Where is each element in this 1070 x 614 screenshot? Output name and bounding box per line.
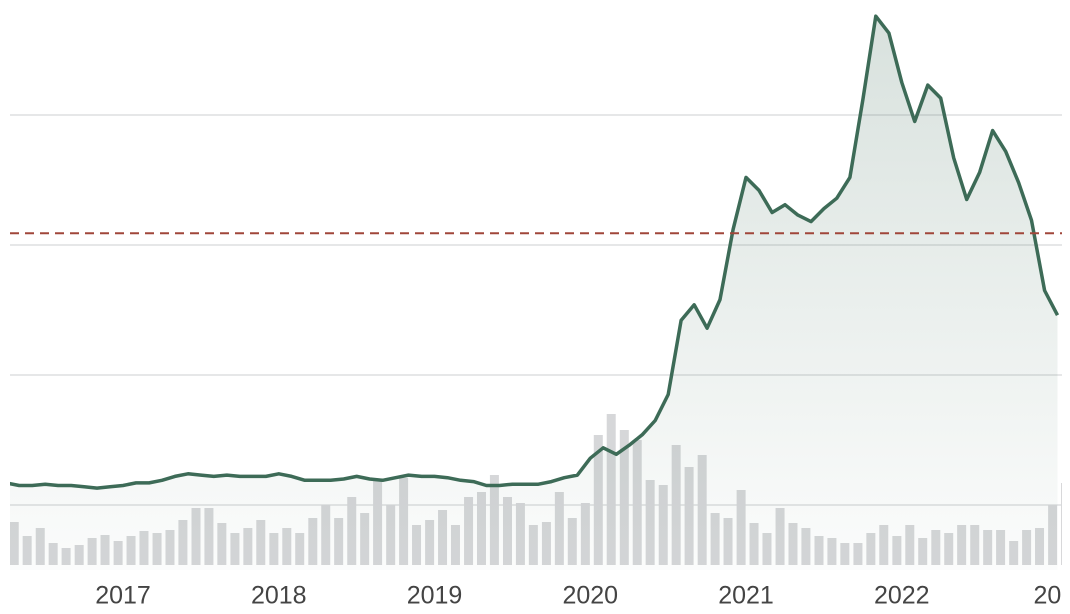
area xyxy=(10,16,1058,570)
x-tick-label: 20 xyxy=(1034,582,1062,610)
volume-bar xyxy=(1061,483,1062,565)
x-tick-label: 2020 xyxy=(562,582,618,610)
x-tick-label: 2022 xyxy=(874,582,930,610)
x-tick-label: 2021 xyxy=(718,582,774,610)
plot-area xyxy=(10,14,1062,570)
x-tick-label: 2017 xyxy=(95,582,151,610)
x-tick-label: 2018 xyxy=(251,582,307,610)
price-line xyxy=(10,14,1060,490)
x-tick-label: 2019 xyxy=(407,582,463,610)
